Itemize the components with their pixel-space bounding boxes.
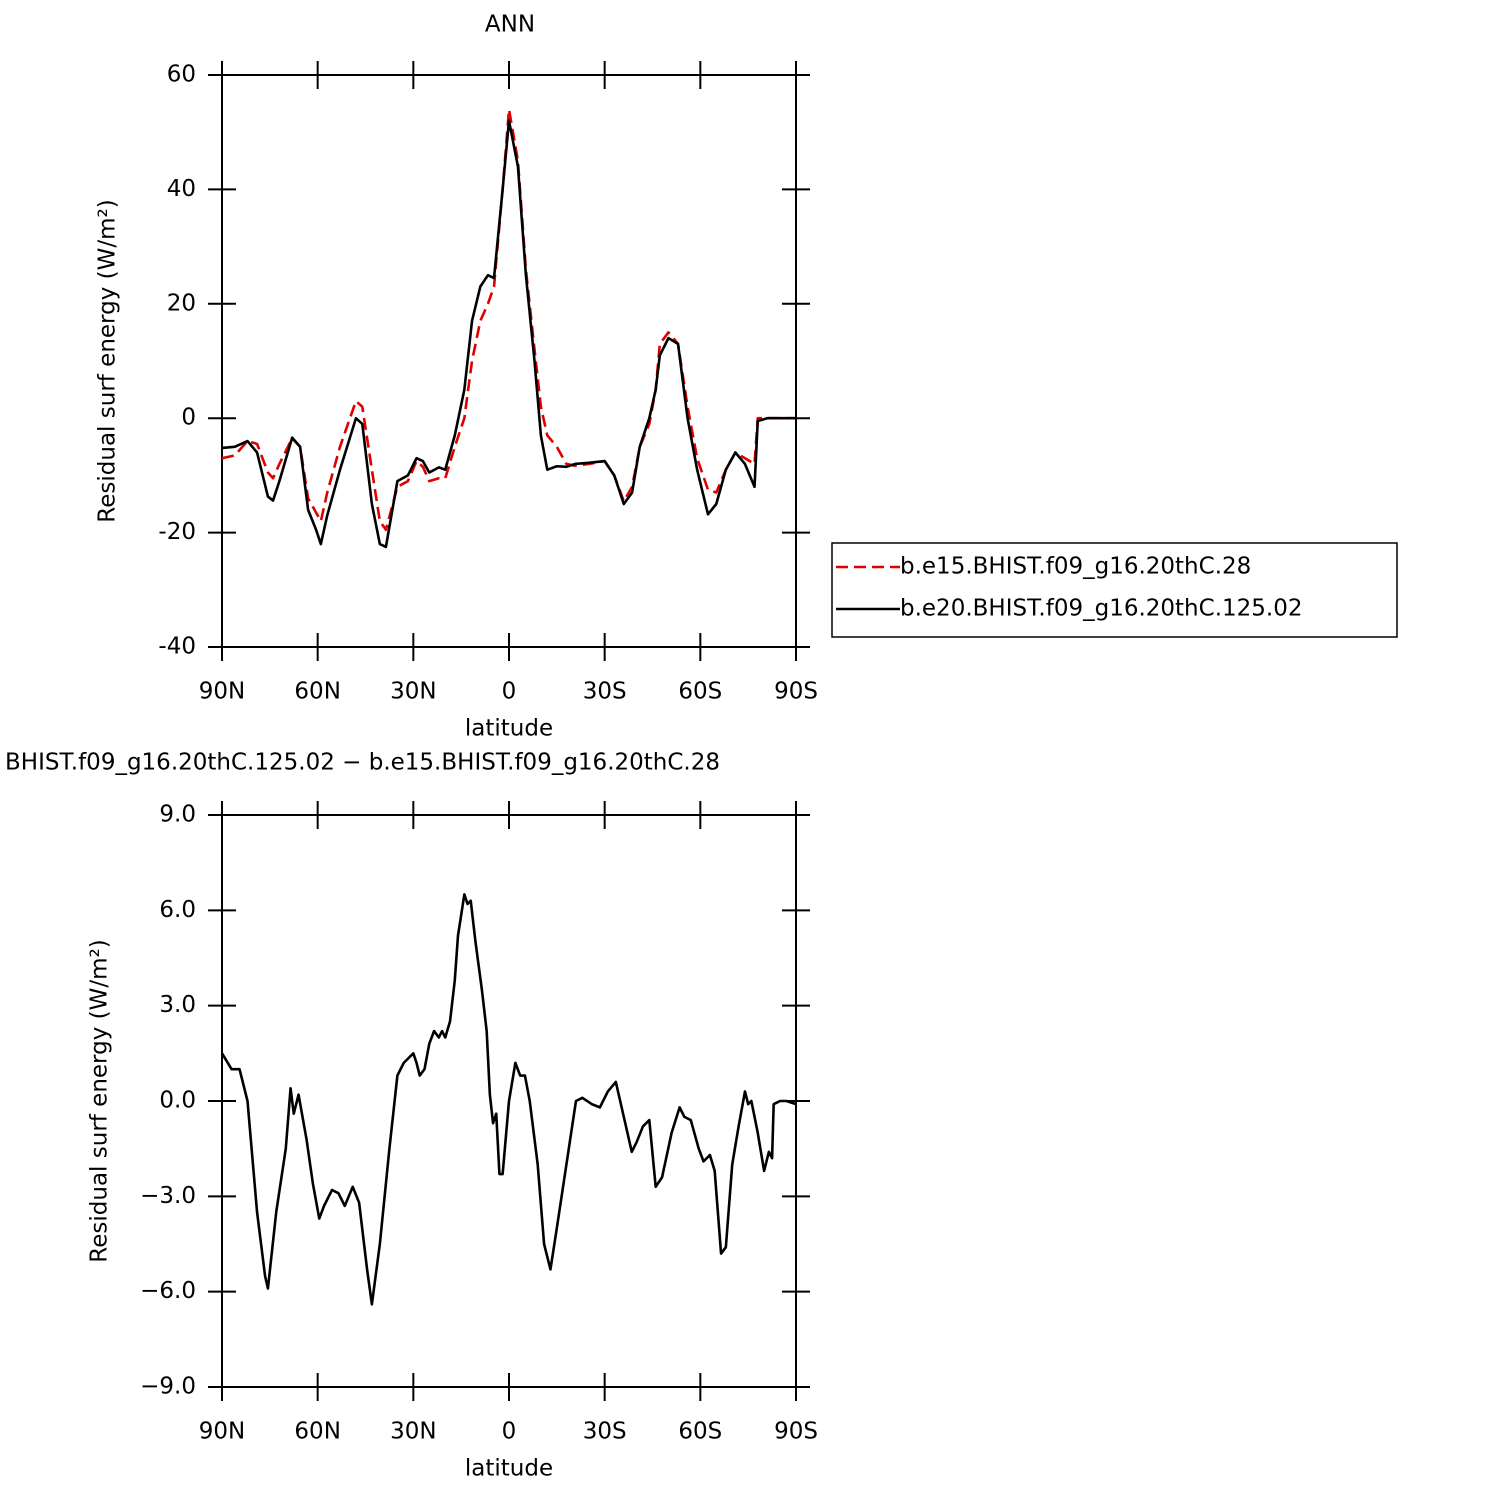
x-tick-label: 90N	[199, 679, 245, 705]
legend-label: b.e15.BHIST.f09_g16.20thC.28	[900, 554, 1251, 580]
plot-frame	[221, 814, 797, 1388]
x-tick-label: 0	[502, 679, 517, 705]
chart-title: ANN	[485, 12, 535, 38]
y-tick-label: 6.0	[159, 897, 196, 923]
x-tick-label: 90S	[774, 679, 818, 705]
x-tick-label: 90S	[774, 1419, 818, 1445]
y-tick-label: −9.0	[140, 1374, 196, 1400]
legend-box	[831, 542, 1398, 638]
y-tick-label: -20	[158, 519, 196, 545]
x-tick-label: 30S	[583, 679, 627, 705]
x-tick-label: 60N	[294, 679, 340, 705]
data-line	[221, 119, 796, 549]
x-tick-label: 90N	[199, 1419, 245, 1445]
x-tick-label: 60S	[678, 1419, 722, 1445]
x-axis-label: latitude	[465, 1456, 553, 1482]
x-tick-label: 0	[502, 1419, 517, 1445]
y-tick-label: 0.0	[159, 1088, 196, 1114]
y-tick-label: 3.0	[159, 992, 196, 1018]
y-tick-label: 20	[167, 290, 196, 316]
plot-frame	[221, 74, 797, 648]
legend-label: b.e20.BHIST.f09_g16.20thC.125.02	[900, 596, 1302, 622]
data-line	[220, 893, 797, 1306]
x-tick-label: 30S	[583, 1419, 627, 1445]
chart-title: BHIST.f09_g16.20thC.125.02 − b.e15.BHIST…	[5, 750, 720, 776]
data-line	[221, 108, 796, 532]
y-tick-label: 0	[181, 405, 196, 431]
y-axis-label: Residual surf energy (W/m²)	[95, 199, 121, 522]
y-tick-label: 60	[167, 62, 196, 88]
x-tick-label: 30N	[390, 1419, 436, 1445]
x-tick-label: 60S	[678, 679, 722, 705]
x-axis-label: latitude	[465, 716, 553, 742]
y-tick-label: 9.0	[159, 802, 196, 828]
y-tick-label: −6.0	[140, 1278, 196, 1304]
x-tick-label: 30N	[390, 679, 436, 705]
x-tick-label: 60N	[294, 1419, 340, 1445]
y-tick-label: −3.0	[140, 1183, 196, 1209]
y-axis-label: Residual surf energy (W/m²)	[87, 939, 113, 1262]
y-tick-label: 40	[167, 176, 196, 202]
y-tick-label: -40	[158, 634, 196, 660]
